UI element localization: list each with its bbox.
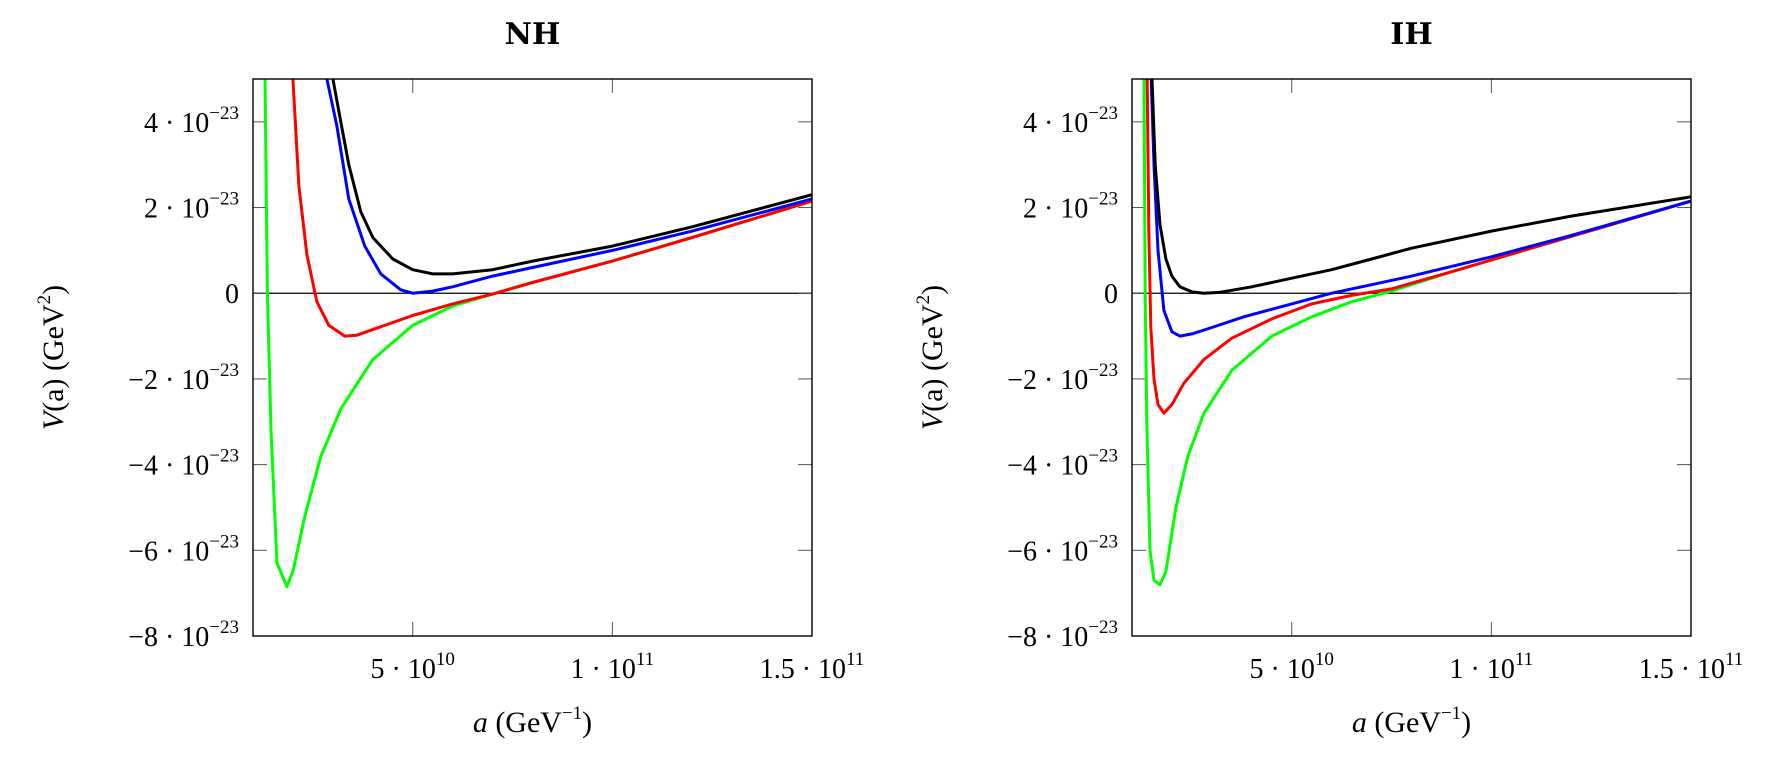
- series-line-black: [1150, 79, 1691, 295]
- y-tick-label: −6 · 10−23: [128, 531, 239, 567]
- series-line-black: [331, 79, 812, 276]
- y-tick-label: −8 · 10−23: [128, 617, 239, 653]
- y-tick-label: 4 · 10−23: [144, 103, 239, 139]
- y-tick-label: 0: [225, 279, 239, 310]
- panel-ih: IH 4 · 10−23 2 · 10−23 0 −2 · 10−23 −4 · 10−2…: [913, 17, 1743, 739]
- plot-frame: [1131, 78, 1692, 637]
- chart-title: NH: [505, 17, 561, 52]
- series-line-blue: [1149, 79, 1691, 338]
- series-line-red: [1145, 79, 1691, 415]
- chart-title: IH: [1390, 17, 1432, 52]
- y-tick-label: −4 · 10−23: [128, 446, 239, 482]
- y-tick-label: −8 · 10−23: [1007, 617, 1118, 653]
- y-tick-label: −2 · 10−23: [1007, 360, 1118, 396]
- y-tick-label: 0: [1104, 279, 1118, 310]
- x-axis-label: a (GeV−1): [1352, 703, 1471, 739]
- x-tick-label: 1 · 1011: [571, 649, 655, 685]
- y-tick-label: −6 · 10−23: [1007, 531, 1118, 567]
- x-tick-label: 1.5 · 1011: [760, 649, 865, 685]
- series-line-red: [291, 79, 812, 338]
- series-line-blue: [325, 79, 812, 295]
- y-axis-label: V(a) (GeV2): [34, 285, 70, 430]
- y-tick-label: −2 · 10−23: [128, 360, 239, 396]
- x-tick-label: 5 · 1010: [1250, 649, 1334, 685]
- x-tick-label: 1.5 · 1011: [1639, 649, 1744, 685]
- y-tick-label: 4 · 10−23: [1023, 103, 1118, 139]
- y-axis-label: V(a) (GeV2): [913, 285, 949, 430]
- y-tick-label: 2 · 10−23: [144, 189, 239, 225]
- x-axis-label: a (GeV−1): [473, 703, 592, 739]
- x-tick-label: 5 · 1010: [371, 649, 455, 685]
- y-tick-label: −4 · 10−23: [1007, 446, 1118, 482]
- panel-nh: NH 4 · 10−23 2 · 10−23 0 −2 · 10−23 −4 · 10−2…: [34, 17, 864, 739]
- plot-frame: [252, 78, 813, 637]
- y-tick-label: 2 · 10−23: [1023, 189, 1118, 225]
- x-tick-label: 1 · 1011: [1450, 649, 1534, 685]
